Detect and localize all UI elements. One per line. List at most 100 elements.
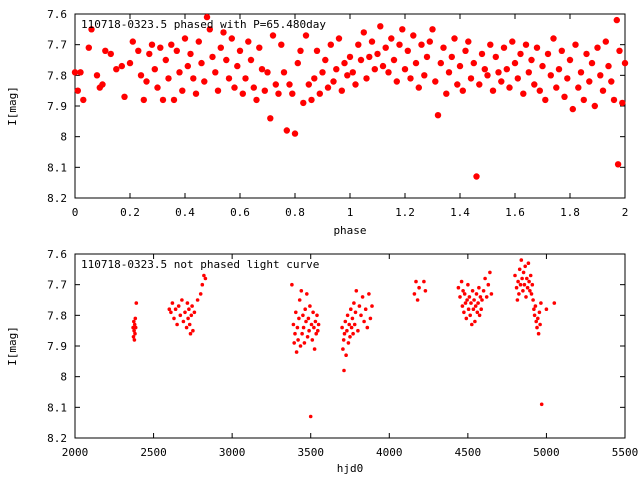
data-point	[308, 96, 315, 104]
data-point	[377, 23, 384, 30]
data-point	[528, 273, 533, 278]
y-tick-label: 8.1	[47, 161, 67, 174]
data-point	[610, 96, 618, 104]
data-point	[184, 325, 189, 330]
data-point	[495, 69, 502, 76]
data-point	[180, 298, 184, 302]
data-point	[527, 279, 531, 284]
data-point	[520, 276, 524, 281]
data-point	[519, 258, 524, 262]
data-point	[134, 301, 139, 305]
data-point	[302, 341, 307, 345]
data-point	[165, 75, 172, 82]
x-tick-label: 1.6	[505, 206, 525, 219]
data-point	[525, 69, 532, 76]
data-point	[234, 62, 241, 70]
data-point	[352, 81, 359, 88]
x-tick-label: 1.8	[560, 206, 580, 219]
data-point	[345, 313, 350, 318]
data-point	[175, 322, 179, 327]
data-point	[236, 47, 244, 54]
data-point	[489, 292, 494, 296]
data-point	[294, 59, 301, 67]
data-point	[304, 319, 308, 324]
data-point	[135, 47, 142, 54]
data-point	[531, 298, 535, 302]
y-tick-label: 7.9	[47, 100, 67, 113]
data-point	[319, 69, 326, 76]
data-point	[577, 69, 585, 76]
data-point	[181, 319, 186, 324]
data-point	[245, 38, 252, 45]
data-point	[608, 78, 615, 85]
data-point	[299, 289, 304, 293]
data-point	[201, 78, 208, 85]
data-point	[517, 267, 522, 272]
data-point	[297, 47, 304, 54]
data-point	[167, 307, 172, 312]
data-point	[349, 69, 356, 76]
y-tick-label: 8	[60, 371, 67, 384]
data-point	[619, 99, 626, 107]
data-point	[544, 50, 552, 58]
x-tick-label: 3500	[297, 446, 324, 459]
data-point	[107, 50, 115, 58]
data-point	[528, 289, 532, 293]
data-point	[291, 130, 299, 137]
data-point	[513, 273, 517, 278]
data-point	[330, 78, 337, 85]
y-tick-label: 7.6	[47, 8, 67, 21]
data-point	[132, 338, 137, 342]
data-point	[176, 304, 181, 308]
data-point	[264, 69, 271, 76]
data-point	[602, 38, 609, 45]
data-point	[477, 285, 481, 290]
data-point	[486, 282, 491, 287]
data-point	[503, 66, 510, 73]
data-point	[597, 72, 604, 79]
data-point	[460, 304, 465, 308]
data-point	[520, 90, 527, 97]
data-point	[80, 96, 87, 104]
data-point	[181, 35, 189, 42]
data-point	[473, 304, 478, 308]
data-point	[342, 368, 346, 373]
data-point	[451, 35, 458, 42]
data-point	[170, 301, 175, 305]
data-point	[307, 328, 311, 333]
data-point	[183, 310, 187, 315]
data-point	[492, 53, 499, 61]
data-point	[308, 414, 313, 419]
data-point	[351, 331, 355, 336]
data-point	[526, 261, 531, 266]
data-point	[311, 310, 315, 315]
data-point	[195, 38, 202, 45]
data-point	[354, 289, 359, 293]
y-tick-label: 7.6	[47, 248, 67, 261]
data-point	[509, 38, 516, 45]
data-point	[169, 310, 173, 315]
data-point	[341, 338, 346, 342]
x-tick-label: 4500	[455, 446, 482, 459]
data-point	[613, 16, 620, 24]
data-point	[465, 38, 472, 45]
data-point	[370, 304, 374, 308]
data-point	[195, 298, 200, 302]
data-point	[275, 90, 282, 97]
data-point	[404, 47, 411, 54]
data-point	[214, 87, 222, 94]
data-point	[140, 96, 147, 104]
data-point	[347, 322, 352, 327]
data-point	[113, 66, 120, 73]
data-point	[421, 72, 428, 79]
data-point	[474, 292, 479, 296]
data-point	[456, 285, 461, 290]
data-point	[529, 292, 534, 296]
data-point	[437, 59, 444, 67]
data-point	[463, 301, 468, 305]
data-point	[423, 53, 431, 61]
data-point	[302, 32, 310, 39]
x-axis-label: phase	[333, 224, 366, 237]
data-point	[586, 78, 593, 85]
